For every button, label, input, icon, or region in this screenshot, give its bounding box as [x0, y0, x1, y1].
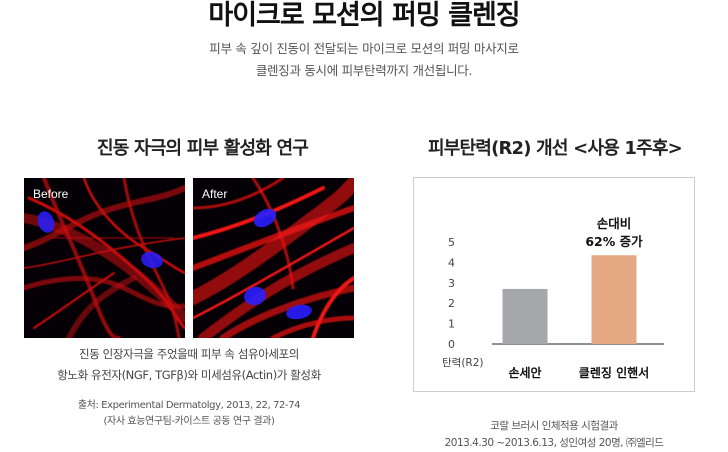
test-info-line-2: 2013.4.30 ~2013.6.13, 성인여성 20명, ㈜엘리드: [444, 437, 664, 449]
study-caption: 진동 인장자극을 주었을때 피부 속 섬유아세포의 항노화 유전자(NGF, T…: [24, 344, 354, 386]
category-label: 클렌징 인핸서: [579, 365, 649, 380]
test-info: 코랄 브러시 인체적용 시험결과 2013.4.30 ~2013.6.13, 성…: [413, 418, 695, 452]
caption-line-1: 진동 인장자극을 주었을때 피부 속 섬유아세포의: [79, 347, 299, 361]
after-fiber-image: [193, 178, 354, 338]
subtitle-line-1: 피부 속 깊이 진동이 전달되는 마이크로 모션의 퍼밍 마사지로: [209, 41, 519, 56]
bar-1: [502, 288, 548, 344]
y-tick-label: 2: [448, 297, 455, 310]
caption-line-2: 항노화 유전자(NGF, TGFβ)와 미세섬유(Actin)가 활성화: [57, 368, 321, 382]
page-title: 마이크로 모션의 퍼밍 클렌징: [208, 0, 520, 31]
elasticity-chart: 0 1 2 3 4 5 탄력(R2) 손세안 클렌징 인핸서 손대비 62% 증가: [413, 177, 695, 392]
annotation-line-2: 62% 증가: [585, 234, 643, 249]
y-tick-label: 1: [448, 318, 455, 331]
page-subtitle: 피부 속 깊이 진동이 전달되는 마이크로 모션의 퍼밍 마사지로 클렌징과 동…: [0, 38, 728, 82]
elasticity-title: 피부탄력(R2) 개선 <사용 1주후>: [428, 138, 683, 159]
category-label: 손세안: [508, 365, 541, 380]
subtitle-line-2: 클렌징과 동시에 피부탄력까지 개선됩니다.: [255, 63, 473, 78]
y-tick-label: 3: [448, 277, 455, 290]
y-axis-label: 탄력(R2): [442, 357, 484, 369]
y-tick-label: 0: [448, 338, 455, 351]
after-micrograph: After: [193, 178, 354, 338]
elasticity-chart-svg: 0 1 2 3 4 5 탄력(R2) 손세안 클렌징 인핸서 손대비 62% 증가: [442, 216, 664, 380]
y-tick-label: 5: [448, 236, 455, 249]
y-tick-label: 4: [448, 256, 455, 269]
test-info-line-1: 코랄 브러시 인체적용 시험결과: [490, 420, 618, 432]
study-source: 출처: Experimental Dermatolgy, 2013, 22, 7…: [24, 398, 354, 430]
source-line-1: 출처: Experimental Dermatolgy, 2013, 22, 7…: [77, 400, 301, 411]
before-fiber-image: [24, 178, 185, 338]
after-label: After: [202, 187, 228, 201]
study-title: 진동 자극의 피부 활성화 연구: [97, 138, 309, 159]
bar-2: [591, 255, 637, 344]
annotation-line-1: 손대비: [597, 216, 632, 231]
before-label: Before: [33, 187, 69, 201]
before-micrograph: Before: [24, 178, 185, 338]
source-line-2: (자사 효능연구팀-카이스트 공동 연구 결과): [103, 416, 275, 427]
